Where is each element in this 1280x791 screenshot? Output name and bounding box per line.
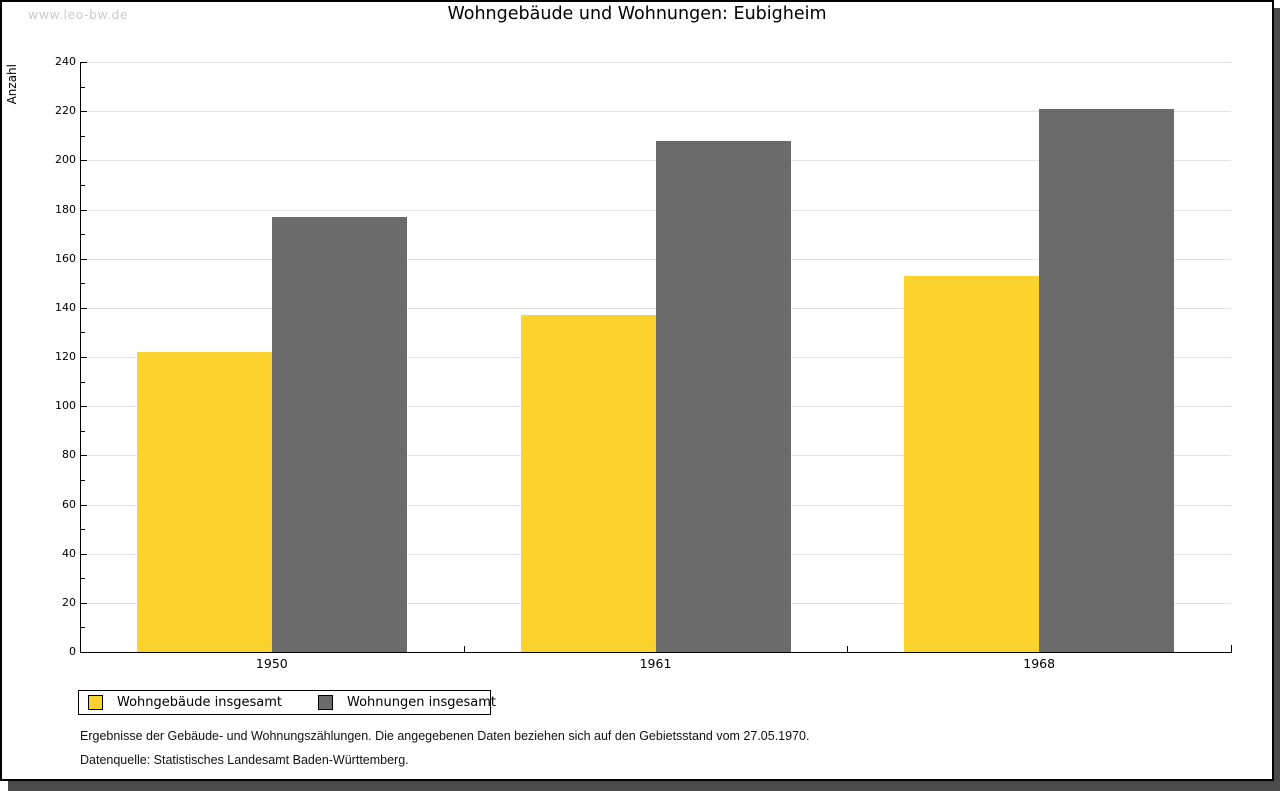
y-axis-tick: [81, 406, 87, 408]
y-axis-tick: [81, 504, 87, 506]
gridline: [81, 62, 1231, 63]
gridline: [81, 111, 1231, 113]
y-axis-tick: [81, 111, 87, 113]
y-axis-tick: [81, 455, 87, 457]
y-axis-tick-label: 60: [62, 497, 76, 511]
y-axis-minor-tick: [81, 578, 85, 580]
footnote-line-2: Datenquelle: Statistisches Landesamt Bad…: [80, 753, 409, 767]
bar-wohngebaeude-1968: [904, 275, 1040, 652]
x-axis-category-label: 1968: [1023, 656, 1056, 671]
legend: Wohngebäude insgesamt Wohnungen insgesamt: [78, 690, 496, 715]
y-axis-minor-tick: [81, 234, 85, 236]
bar-wohnungen-1968: [1039, 108, 1175, 652]
y-axis-minor-tick: [81, 184, 85, 186]
y-axis-tick: [81, 258, 87, 260]
legend-swatch-icon: [318, 695, 333, 710]
y-axis-tick: [81, 209, 87, 211]
y-axis-minor-tick: [81, 381, 85, 383]
watermark: www.leo-bw.de: [28, 7, 129, 22]
y-axis-tick: [81, 62, 87, 63]
frame-shadow-bottom: [8, 781, 1274, 791]
y-axis-line: [80, 62, 81, 652]
legend-label: Wohnungen insgesamt: [347, 695, 496, 710]
y-axis-minor-tick: [81, 529, 85, 531]
x-axis-boundary-tick: [463, 646, 465, 652]
y-axis-tick: [81, 160, 87, 162]
page-title: Wohngebäude und Wohnungen: Eubigheim: [447, 4, 827, 24]
legend-label: Wohngebäude insgesamt: [117, 695, 282, 710]
plot-area: 1950 1961 1968 0 20 40 60 80 100 120 140 160 180 200 2…: [2, 2, 1272, 779]
x-axis-end-tick: [1231, 645, 1232, 652]
legend-swatch-icon: [88, 695, 103, 710]
y-axis-tick: [81, 553, 87, 555]
y-axis-tick-label: 160: [55, 251, 76, 265]
x-axis-category-label: 1950: [255, 656, 288, 671]
x-axis-category-label: 1961: [639, 656, 672, 671]
y-axis-tick: [81, 602, 87, 604]
bar-wohngebaeude-1961: [520, 315, 656, 652]
y-axis-minor-tick: [81, 332, 85, 334]
y-axis-tick: [81, 357, 87, 358]
y-axis-minor-tick: [81, 283, 85, 285]
y-axis-tick-label: 140: [55, 300, 76, 314]
y-axis-tick-label: 100: [55, 399, 76, 413]
y-axis-tick: [81, 307, 87, 309]
y-axis-tick-label: 80: [62, 448, 76, 462]
legend-item: Wohnungen insgesamt: [309, 695, 496, 710]
y-axis-minor-tick: [81, 430, 85, 432]
frame-shadow-right: [1274, 8, 1280, 791]
y-axis-tick-label: 20: [62, 595, 76, 609]
y-axis-minor-tick: [81, 86, 85, 88]
legend-item: Wohngebäude insgesamt: [79, 695, 282, 710]
y-axis-tick-label: 40: [62, 546, 76, 560]
y-axis-tick-label: 0: [69, 645, 76, 658]
y-axis-minor-tick: [81, 627, 85, 629]
y-axis-tick-label: 240: [55, 55, 76, 68]
x-axis-boundary-tick: [847, 646, 849, 652]
y-axis-minor-tick: [81, 479, 85, 481]
bar-wohnungen-1961: [655, 140, 791, 652]
x-axis-line: [80, 652, 1232, 653]
y-axis-tick-label: 200: [55, 153, 76, 167]
y-axis-tick-label: 220: [55, 104, 76, 118]
footnote-line-1: Ergebnisse der Gebäude- und Wohnungszähl…: [80, 729, 810, 743]
bar-wohnungen-1950: [271, 216, 407, 652]
y-axis-tick-label: 120: [55, 350, 76, 363]
y-axis-tick-label: 180: [55, 202, 76, 216]
bar-wohngebaeude-1950: [136, 352, 272, 652]
y-axis-minor-tick: [81, 135, 85, 137]
